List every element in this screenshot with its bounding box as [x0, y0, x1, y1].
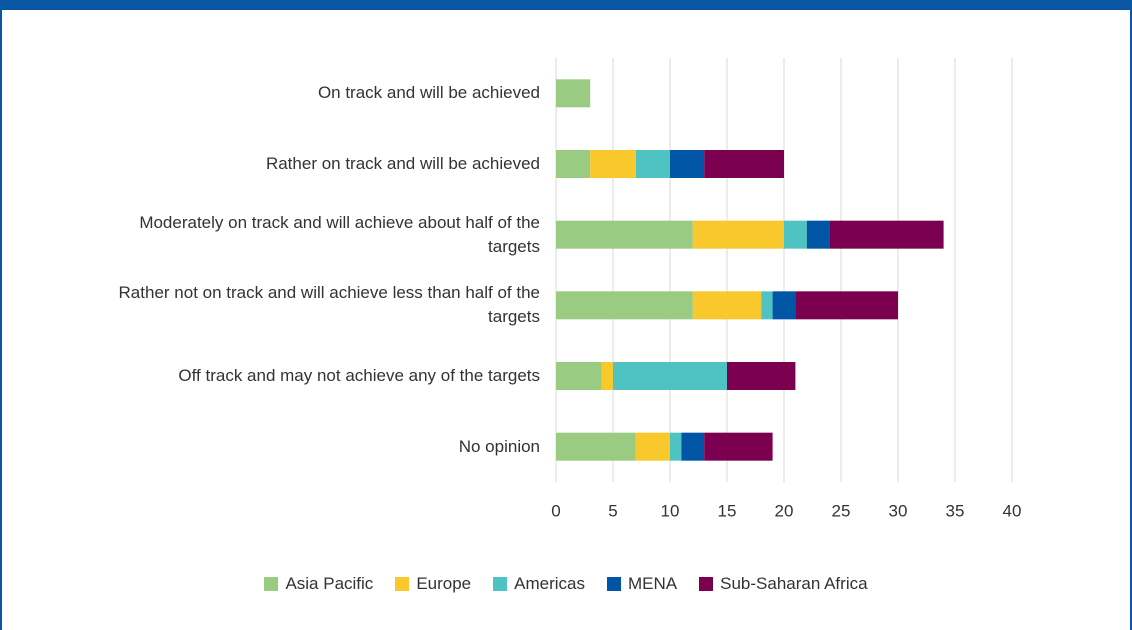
bar-segment — [670, 150, 705, 178]
bar-segment — [635, 150, 670, 178]
x-tick-label: 30 — [889, 501, 908, 520]
x-tick-label: 0 — [551, 501, 560, 520]
bar-segment — [692, 291, 762, 320]
x-tick-label: 25 — [832, 501, 851, 520]
legend-swatch — [493, 577, 508, 591]
bar-segment — [806, 220, 830, 249]
bar-segment — [727, 362, 796, 390]
legend: Asia Pacific Europe Americas MENA Sub-Sahara… — [0, 574, 1132, 594]
legend-swatch — [264, 577, 279, 591]
legend-item: Europe — [395, 574, 471, 594]
x-tick-label: 5 — [608, 501, 617, 520]
bar-segment — [681, 432, 705, 461]
bar-segment — [829, 220, 944, 249]
x-tick-label: 40 — [1003, 501, 1022, 520]
x-tick-label: 35 — [946, 501, 965, 520]
legend-item: Sub-Saharan Africa — [699, 574, 868, 594]
legend-label: Sub-Saharan Africa — [720, 574, 868, 593]
bar-segment — [556, 79, 591, 108]
category-label: On track and will be achieved — [317, 83, 540, 103]
legend-swatch — [699, 577, 714, 591]
bar-segment — [635, 432, 670, 461]
bar-segment — [761, 291, 773, 320]
bar-segment — [590, 150, 636, 178]
legend-item: MENA — [607, 574, 677, 594]
bar-segment — [556, 150, 591, 178]
legend-label: Asia Pacific — [285, 574, 374, 593]
bar-segment — [670, 432, 682, 461]
legend-label: Europe — [416, 574, 472, 593]
bar-segment — [704, 432, 773, 461]
legend-label: Americas — [514, 574, 585, 593]
x-tick-label: 20 — [775, 501, 794, 520]
bar-segment — [692, 220, 784, 249]
bar-segment — [556, 432, 636, 461]
x-tick-label: 10 — [661, 501, 680, 520]
bar-segment — [704, 150, 784, 178]
legend-label: MENA — [628, 574, 678, 593]
bar-segment — [601, 362, 613, 390]
category-label: Off track and may not achieve any of the… — [178, 366, 540, 385]
bar-segment — [556, 220, 693, 249]
bar-segment — [556, 362, 602, 390]
bar-segment — [556, 291, 693, 320]
legend-swatch — [395, 577, 410, 591]
category-label: Rather not on track and will achieve les… — [118, 283, 540, 327]
category-label: Moderately on track and will achieve abo… — [139, 212, 540, 256]
legend-swatch — [607, 577, 621, 591]
x-tick-label: 15 — [718, 501, 737, 520]
bar-segment — [784, 220, 807, 249]
bar-segment — [613, 362, 727, 390]
bar-segment — [772, 291, 796, 320]
legend-item: Asia Pacific — [264, 574, 373, 594]
category-label: No opinion — [458, 436, 540, 456]
legend-item: Americas — [493, 574, 585, 594]
bar-segment — [795, 291, 898, 320]
category-label: Rather on track and will be achieved — [265, 154, 540, 173]
